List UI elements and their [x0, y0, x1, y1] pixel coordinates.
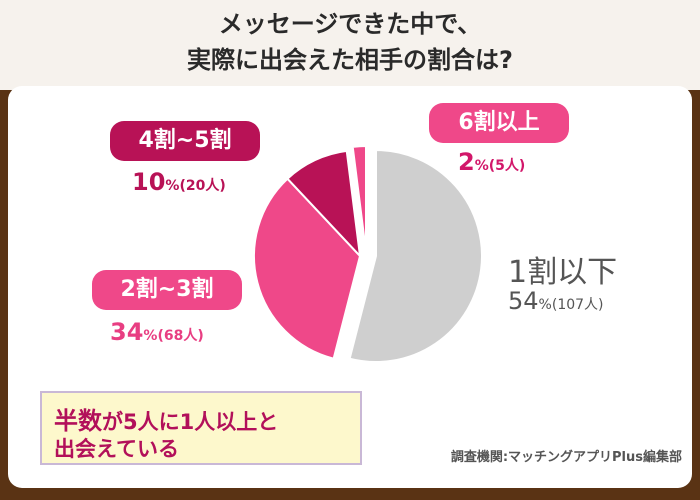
title-background [0, 0, 700, 90]
label-6wari-ijou: 6割以上 [429, 103, 569, 143]
pct-1wari-ika: 54%(107人) [508, 287, 604, 315]
pie-slice-3 [351, 144, 367, 253]
pct-6wari-ijou: 2%(5人) [458, 148, 526, 176]
pct-4wari-5wari: 10%(20人) [132, 168, 226, 196]
title-line-1: メッセージできた中で、 [218, 10, 482, 38]
pie-slice-1 [253, 177, 362, 360]
chart-title: メッセージできた中で、 実際に出会えた相手の割合は? [0, 6, 700, 78]
source-credit: 調査機関:マッチングアプリPlus編集部 [450, 450, 682, 465]
summary-note: 半数が5人に1人以上と 出会えている [40, 391, 362, 465]
label-1wari-ika: 1割以下 [508, 255, 618, 290]
label-2wari-3wari: 2割~3割 [92, 270, 242, 310]
pie-slice-0 [348, 148, 483, 363]
pct-2wari-3wari: 34%(68人) [110, 318, 204, 346]
label-4wari-5wari: 4割~5割 [110, 121, 260, 161]
pie-slice-2 [286, 149, 362, 259]
title-line-2: 実際に出会えた相手の割合は? [187, 46, 513, 74]
note-line-2: 出会えている [54, 437, 179, 461]
note-line-1: 半数が5人に1人以上と [54, 407, 279, 435]
